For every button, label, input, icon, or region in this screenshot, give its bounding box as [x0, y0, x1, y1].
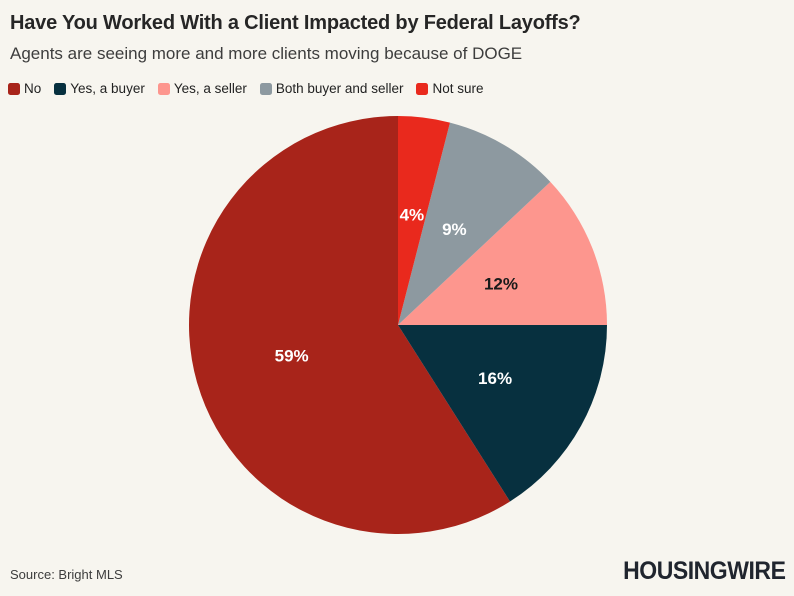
chart-legend: No Yes, a buyer Yes, a seller Both buyer an… [8, 81, 483, 96]
legend-item: No [8, 81, 41, 96]
pie-slice [188, 116, 510, 534]
legend-item: Yes, a seller [157, 81, 247, 96]
housingwire-logo: HOUSINGWIRE [622, 557, 786, 585]
chart-subtitle: Agents are seeing more and more clients … [10, 44, 523, 63]
legend-label: Both buyer and seller [275, 81, 404, 96]
chart-title: Have You Worked With a Client Impacted b… [10, 12, 581, 34]
source-note: Source: Bright MLS [10, 567, 123, 582]
legend-label: Not sure [432, 81, 484, 96]
pie-slice-label: 59% [275, 346, 309, 365]
legend-label: Yes, a seller [173, 81, 247, 96]
legend-swatch-icon [416, 82, 429, 95]
legend-item: Both buyer and seller [259, 81, 404, 96]
legend-item: Not sure [416, 81, 483, 96]
pie-slice [398, 325, 607, 502]
legend-swatch-icon [54, 82, 67, 95]
pie-slice [398, 116, 450, 325]
pie-slice [398, 122, 551, 325]
legend-label: Yes, a buyer [70, 81, 145, 96]
legend-item: Yes, a buyer [54, 81, 145, 96]
legend-swatch-icon [8, 82, 20, 95]
pie-slice-label: 9% [442, 220, 467, 239]
pie-slice-label: 12% [484, 275, 518, 294]
chart-header: Have You Worked With a Client Impacted b… [10, 12, 784, 64]
pie-slice-label: 16% [478, 369, 512, 388]
pie-slice-label: 4% [400, 206, 425, 225]
legend-label: No [24, 81, 42, 96]
legend-swatch-icon [157, 82, 170, 95]
legend-swatch-icon [259, 82, 272, 95]
pie-slice [398, 181, 607, 325]
